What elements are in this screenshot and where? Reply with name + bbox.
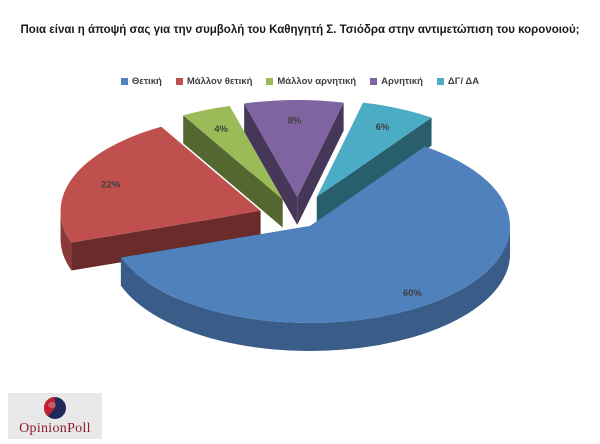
legend-label: ΔΓ/ ΔΑ <box>447 76 480 87</box>
legend-label: Μάλλον θετική <box>186 76 253 87</box>
pie-slice <box>244 102 344 226</box>
pie-slice-top <box>60 126 261 243</box>
legend-label: Αρνητική <box>381 76 423 87</box>
pie-label-layer: 60% 22% 4% 8% 6% <box>101 115 422 298</box>
legend-swatch <box>175 78 183 85</box>
data-label: 60% <box>403 288 423 299</box>
legend-item-rather-negative: Μάλλον αρνητική <box>266 76 356 87</box>
data-label: 6% <box>376 122 390 133</box>
pie-top-layer <box>60 100 511 323</box>
legend-item-positive: Θετική <box>120 76 162 87</box>
pie-slice-top <box>244 100 344 198</box>
data-label: 4% <box>214 124 228 135</box>
logo-text: OpinionPoll <box>19 421 91 436</box>
chart-legend: Θετική Μάλλον θετική Μάλλον αρνητική Αρν… <box>0 76 600 87</box>
legend-item-dont-know: ΔΓ/ ΔΑ <box>436 76 480 87</box>
legend-swatch <box>370 78 378 85</box>
pie-slice-top <box>183 106 283 200</box>
slice-outer-wall <box>120 225 511 351</box>
legend-label: Θετική <box>131 76 162 87</box>
legend-label: Μάλλον αρνητική <box>277 76 357 87</box>
pie-slice-top <box>316 102 432 198</box>
legend-swatch <box>120 78 128 85</box>
legend-item-negative: Αρνητική <box>370 76 423 87</box>
data-label: 8% <box>288 115 302 126</box>
legend-swatch <box>436 78 444 85</box>
chart-title: Ποια είναι η άποψή σας για την συμβολή τ… <box>20 24 580 36</box>
slice-cut-wall <box>244 103 298 226</box>
logo-mark-icon <box>43 397 66 419</box>
slice-cut-wall <box>297 102 344 226</box>
data-label: 22% <box>101 180 121 191</box>
pie-slice-top <box>120 146 511 323</box>
slice-cut-wall <box>316 117 432 226</box>
legend-swatch <box>266 78 274 85</box>
slice-cut-wall <box>183 115 283 228</box>
legend-item-rather-positive: Μάλλον θετική <box>175 76 253 87</box>
slice-outer-wall <box>60 210 72 271</box>
opinionpoll-logo: OpinionPoll <box>8 393 102 439</box>
slice-cut-wall <box>71 210 261 271</box>
